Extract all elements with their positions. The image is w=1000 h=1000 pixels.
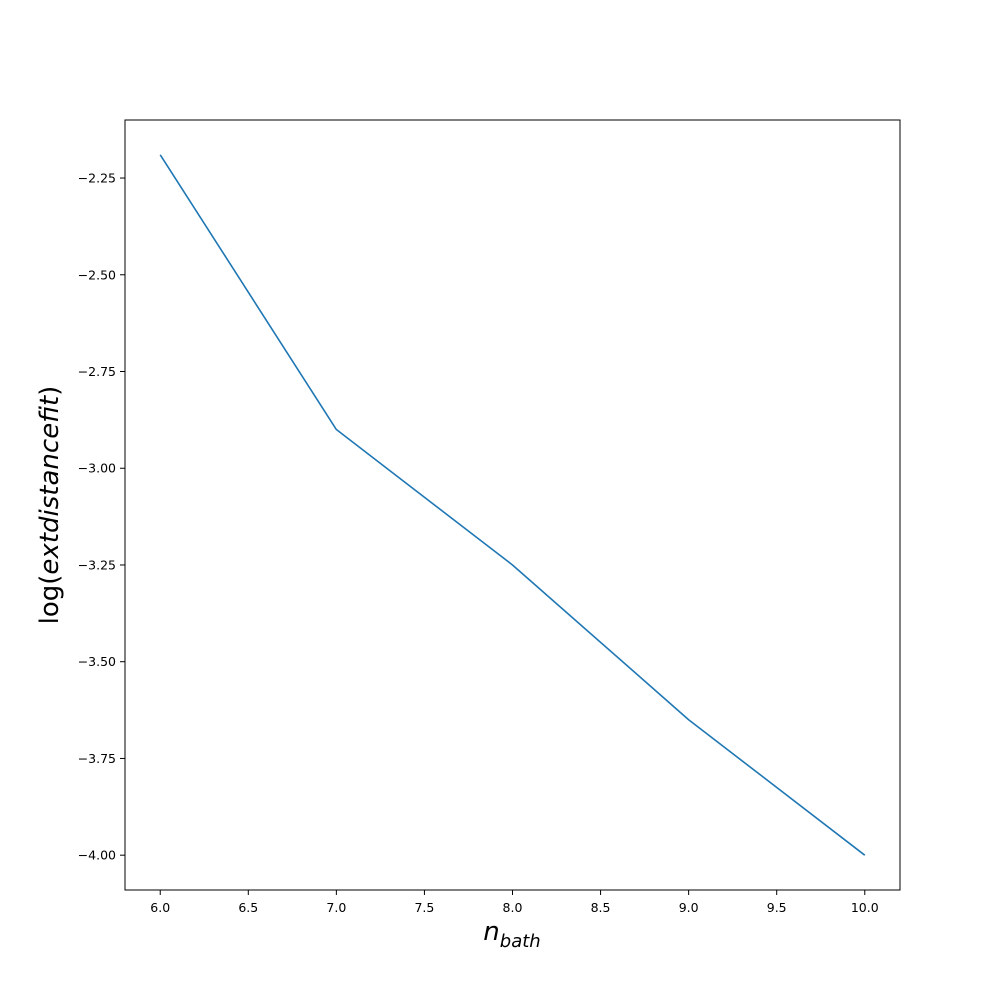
x-tick-label: 6.5 bbox=[238, 900, 258, 915]
x-axis-label-base: n bbox=[483, 917, 499, 947]
x-tick-label: 6.0 bbox=[150, 900, 170, 915]
x-axis-label-subscript: bath bbox=[500, 931, 541, 952]
y-axis-label-body: extdistancefit bbox=[35, 395, 65, 575]
y-axis-ticks: −2.25 −2.50 −2.75 −3.00 −3.25 −3.50 −3.75 −4.00 bbox=[78, 171, 125, 863]
y-tick-label: −4.00 bbox=[78, 848, 116, 863]
y-tick-label: −3.00 bbox=[78, 461, 116, 476]
plot-background bbox=[125, 120, 900, 890]
y-tick-label: −2.50 bbox=[78, 267, 116, 282]
y-tick-label: −2.25 bbox=[78, 171, 116, 186]
y-axis-label-suffix: ) bbox=[35, 386, 65, 396]
y-tick-label: −3.25 bbox=[78, 557, 116, 572]
x-tick-label: 8.5 bbox=[591, 900, 611, 915]
y-tick-label: −3.75 bbox=[78, 751, 116, 766]
x-tick-label: 10.0 bbox=[851, 900, 879, 915]
y-axis-label: log(extdistancefit) bbox=[35, 386, 65, 625]
series-line bbox=[159, 154, 866, 856]
x-axis-ticks: 6.0 6.5 7.0 7.5 8.0 8.5 9.0 9.5 10.0 bbox=[150, 890, 879, 915]
x-axis-label: nbath bbox=[483, 917, 540, 952]
x-tick-label: 7.0 bbox=[326, 900, 346, 915]
y-tick-label: −3.50 bbox=[78, 654, 116, 669]
x-tick-label: 9.0 bbox=[679, 900, 699, 915]
x-tick-label: 9.5 bbox=[767, 900, 787, 915]
y-axis-label-prefix: log( bbox=[35, 575, 65, 625]
x-tick-label: 7.5 bbox=[414, 900, 434, 915]
series-layer bbox=[159, 154, 866, 856]
x-tick-label: 8.0 bbox=[503, 900, 523, 915]
y-tick-label: −2.75 bbox=[78, 364, 116, 379]
